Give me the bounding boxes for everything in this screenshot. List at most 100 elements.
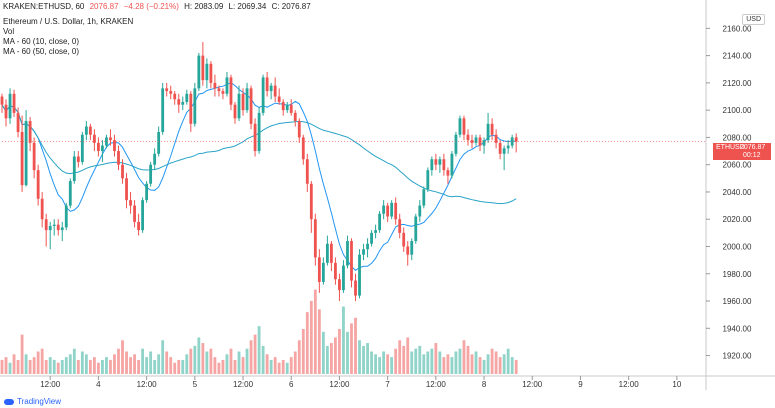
y-tick-label: 1960.00 xyxy=(723,297,752,306)
candle-body xyxy=(141,200,145,231)
volume-bar xyxy=(334,337,337,374)
volume-bar xyxy=(197,337,201,374)
candle-body xyxy=(129,200,132,206)
candle-body xyxy=(229,77,233,105)
volume-bar xyxy=(76,359,80,374)
volume-bar xyxy=(121,340,124,374)
volume-bar xyxy=(165,351,169,374)
candle-body xyxy=(225,77,229,94)
volume-bar xyxy=(390,357,394,374)
candle-body xyxy=(426,170,430,190)
candle-body xyxy=(374,230,378,233)
candle-body xyxy=(109,137,112,141)
candle-body xyxy=(197,55,201,89)
volume-bar xyxy=(4,357,8,374)
volume-bar xyxy=(129,357,132,374)
volume-bar xyxy=(277,362,281,374)
volume-bar xyxy=(237,351,241,374)
candle-body xyxy=(233,104,237,119)
volume-bar xyxy=(402,345,406,374)
volume-bar xyxy=(68,354,72,374)
volume-bar xyxy=(406,337,410,374)
volume-bar xyxy=(510,357,514,374)
volume-bar xyxy=(209,348,213,374)
candle-body xyxy=(32,142,36,171)
candle-body xyxy=(422,189,426,206)
candle-body xyxy=(458,118,462,135)
candle-body xyxy=(24,121,28,186)
volume-bar xyxy=(253,334,257,374)
volume-bar xyxy=(458,348,462,374)
volume-bar xyxy=(293,351,297,374)
candle-body xyxy=(478,137,482,146)
volume-bar xyxy=(193,345,197,374)
candle-body xyxy=(221,91,225,94)
volume-bar xyxy=(394,348,398,374)
candle-body xyxy=(117,151,120,165)
candle-body xyxy=(309,183,313,220)
candle-body xyxy=(261,77,265,113)
candle-body xyxy=(237,93,241,119)
volume-bar xyxy=(313,289,317,374)
candle-body xyxy=(450,153,454,176)
x-tick-label: 4 xyxy=(96,380,101,389)
tradingview-logo[interactable]: TradingView xyxy=(4,397,61,406)
candle-body xyxy=(386,205,390,217)
volume-bar xyxy=(80,351,84,374)
volume-bar xyxy=(52,359,56,374)
candle-body xyxy=(301,137,305,160)
candle-body xyxy=(498,142,502,154)
candle-body xyxy=(185,93,189,102)
volume-bar xyxy=(378,357,382,374)
volume-bar xyxy=(40,348,44,374)
candle-body xyxy=(329,243,333,263)
low-value: L: 2069.34 xyxy=(228,2,267,11)
y-tick-label: 2120.00 xyxy=(723,79,752,88)
volume-bar xyxy=(145,357,149,374)
candle-body xyxy=(346,241,349,266)
candle-body xyxy=(213,82,217,89)
candle-body xyxy=(4,104,8,119)
y-tick-label: 2080.00 xyxy=(723,133,752,142)
candle-body xyxy=(201,55,205,81)
volume-bar xyxy=(486,354,490,374)
candle-body xyxy=(165,88,169,92)
volume-bar xyxy=(434,343,438,374)
candle-body xyxy=(490,123,494,135)
volume-bar xyxy=(338,329,341,374)
candle-body xyxy=(84,126,88,135)
volume-bar xyxy=(446,354,450,374)
volume-bar xyxy=(382,351,386,374)
volume-bar xyxy=(245,348,249,374)
price-tag-price: 2076.87 xyxy=(740,144,766,151)
volume-bar xyxy=(470,354,474,374)
y-tick-label: 1940.00 xyxy=(723,324,752,333)
volume-bar xyxy=(494,351,498,374)
candle-body xyxy=(462,118,466,135)
candle-body xyxy=(189,93,193,124)
candle-body xyxy=(281,101,285,111)
volume-bar xyxy=(153,359,157,374)
volume-bar xyxy=(386,354,390,374)
volume-bar xyxy=(225,354,229,374)
volume-bar xyxy=(84,354,88,374)
volume-bar xyxy=(20,334,24,374)
currency-button[interactable]: USD xyxy=(742,14,765,25)
volume-bar xyxy=(301,329,305,374)
volume-bar xyxy=(88,359,92,374)
candle-body xyxy=(313,219,317,258)
volume-bar xyxy=(454,351,458,374)
volume-bar xyxy=(422,354,426,374)
last-price-tag: ETHUSD2076.87 00:12 xyxy=(713,143,771,160)
candle-body xyxy=(265,77,269,92)
volume-bar xyxy=(285,362,289,374)
volume-bar xyxy=(506,348,510,374)
volume-bar xyxy=(289,357,293,374)
volume-bar xyxy=(273,357,277,374)
legend-title: Ethereum / U.S. Dollar, 1h, KRAKEN xyxy=(3,17,134,26)
x-tick-label: 8 xyxy=(482,380,487,389)
candle-body xyxy=(0,96,4,105)
volume-bar xyxy=(109,359,112,374)
volume-bar xyxy=(398,340,402,374)
